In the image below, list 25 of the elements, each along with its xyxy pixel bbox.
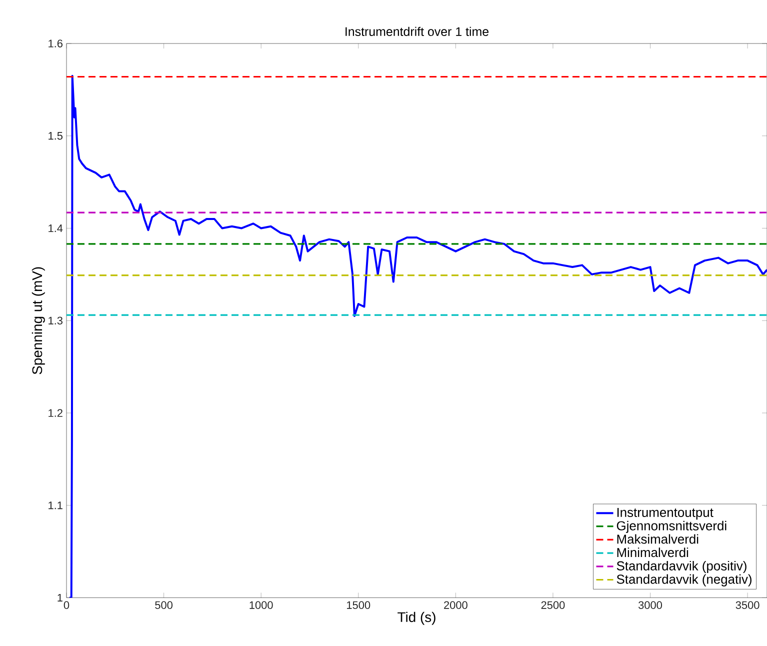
x-tick-label: 500	[155, 601, 172, 609]
y-tick-label: 1.4	[48, 224, 63, 232]
y-tick-label: 1.2	[48, 409, 62, 417]
y-tick-label: 1	[58, 594, 62, 602]
x-tick-label: 3000	[638, 601, 662, 609]
x-tick-label: 1500	[347, 601, 370, 609]
y-axis-title: Spenning ut (mV)	[32, 267, 45, 374]
legend-label: Gjennomsnittsverdi	[616, 520, 726, 533]
y-tick-label: 1.1	[48, 502, 62, 510]
line-series	[68, 74, 767, 598]
legend-label: Minimalverdi	[617, 548, 688, 558]
x-axis-title: Tid (s)	[398, 612, 436, 625]
y-tick-label: 1.6	[48, 40, 62, 48]
chart-title: Instrumentdrift over 1 time	[346, 26, 489, 36]
x-tick-label: 2500	[541, 601, 565, 609]
x-tick-label: 0	[64, 601, 70, 609]
legend-label: Standardavvik (positiv)	[616, 560, 746, 574]
x-tick-label: 2000	[444, 601, 468, 609]
y-tick-label: 1.5	[48, 132, 63, 140]
legend-label: Standardavvik (negativ)	[616, 574, 752, 586]
legend-label: Maksimalverdi	[617, 534, 698, 544]
legend-label: Instrumentoutput	[617, 508, 714, 520]
x-tick-label: 3500	[736, 601, 760, 609]
x-tick-label: 1000	[250, 601, 273, 609]
y-tick-label: 1.3	[48, 316, 62, 324]
